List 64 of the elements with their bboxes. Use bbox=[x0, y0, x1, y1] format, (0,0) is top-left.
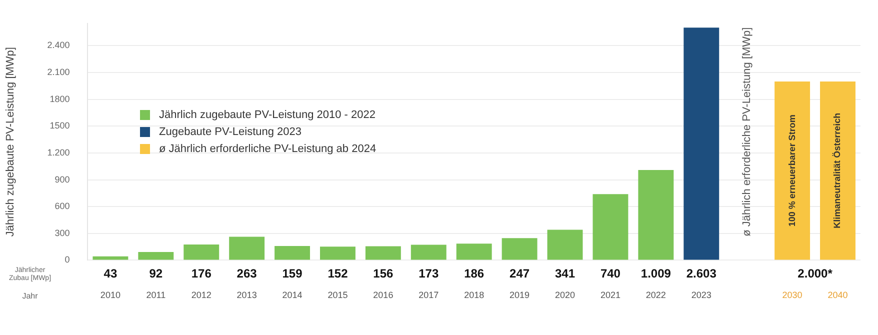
y-tick-label: 1800 bbox=[50, 94, 70, 104]
x-tick-label: 2010 bbox=[100, 290, 120, 300]
x-tick-label: 2012 bbox=[191, 290, 212, 300]
data-label: 740 bbox=[600, 266, 621, 281]
bar bbox=[774, 81, 810, 260]
x-tick-label: 2015 bbox=[328, 290, 348, 300]
y-tick-label: 0 bbox=[64, 254, 70, 265]
bar bbox=[184, 244, 220, 260]
data-label: 43 bbox=[104, 266, 118, 281]
legend-label: ø Jährlich erforderliche PV-Leistung ab 2024 bbox=[159, 142, 376, 154]
bar bbox=[456, 244, 492, 260]
bar bbox=[547, 230, 583, 260]
bar bbox=[138, 252, 174, 260]
data-label: 247 bbox=[510, 266, 530, 281]
annotation: 100 % erneuerbarer Strom bbox=[786, 114, 797, 227]
x-tick-label: 2018 bbox=[464, 290, 484, 300]
x-tick-label: 2011 bbox=[146, 290, 166, 300]
x-tick-label: 2014 bbox=[282, 290, 302, 300]
legend-label: Zugebaute PV-Leistung 2023 bbox=[159, 126, 302, 138]
y-tick-label: 1500 bbox=[50, 120, 70, 131]
data-label: 173 bbox=[418, 266, 439, 281]
y-tick-label: 1.200 bbox=[47, 147, 70, 158]
x-tick-label: 2022 bbox=[646, 290, 666, 300]
data-label: 176 bbox=[191, 266, 212, 281]
x-tick-label: 2023 bbox=[691, 290, 712, 300]
y-tick-label: 600 bbox=[54, 201, 70, 212]
bar bbox=[365, 246, 401, 260]
y2-axis-title: ø Jährlich erforderliche PV-Leistung [MWp] bbox=[740, 27, 753, 236]
bar bbox=[410, 244, 446, 260]
x-axis-title: Jahr bbox=[22, 291, 38, 300]
data-label: 2.603 bbox=[686, 266, 717, 281]
data-label: 263 bbox=[236, 266, 258, 281]
data-label: 152 bbox=[328, 266, 348, 281]
bar bbox=[502, 238, 538, 260]
bar bbox=[592, 194, 628, 260]
bar bbox=[320, 246, 356, 260]
y-tick-label: 2.400 bbox=[47, 40, 70, 50]
bar bbox=[274, 246, 310, 260]
bar bbox=[229, 236, 265, 260]
y-tick-label: 2.100 bbox=[47, 67, 70, 78]
y-tick-label: 300 bbox=[54, 228, 70, 238]
data-label: 92 bbox=[149, 266, 163, 281]
x-tick-label: 2019 bbox=[510, 290, 530, 300]
data-label: 2.000* bbox=[798, 266, 833, 281]
x-tick-label: 2013 bbox=[236, 290, 257, 300]
x-tick-label: 2020 bbox=[555, 290, 576, 300]
x-tick-label: 2017 bbox=[418, 290, 439, 300]
x-tick-label: 2016 bbox=[373, 290, 394, 300]
data-label: 1.009 bbox=[640, 266, 672, 281]
x-tick-label: 2040 bbox=[828, 290, 848, 300]
data-label: 341 bbox=[555, 266, 576, 281]
data-label: 159 bbox=[282, 266, 303, 281]
x-tick-label: 2030 bbox=[782, 290, 802, 300]
annotation: Klimaneutralität Österreich bbox=[832, 112, 842, 228]
y-tick-label: 900 bbox=[54, 174, 70, 184]
x-tick-label: 2021 bbox=[600, 290, 620, 300]
legend-label: Jährlich zugebaute PV-Leistung 2010 - 2022 bbox=[159, 108, 376, 120]
bar bbox=[684, 28, 720, 260]
bar bbox=[820, 81, 856, 260]
data-label: 156 bbox=[373, 266, 394, 281]
data-label: 186 bbox=[464, 266, 484, 281]
bar bbox=[92, 256, 128, 260]
bar bbox=[638, 170, 674, 260]
y-axis-title: Jährlich zugebaute PV-Leistung [MWp] bbox=[4, 47, 17, 237]
